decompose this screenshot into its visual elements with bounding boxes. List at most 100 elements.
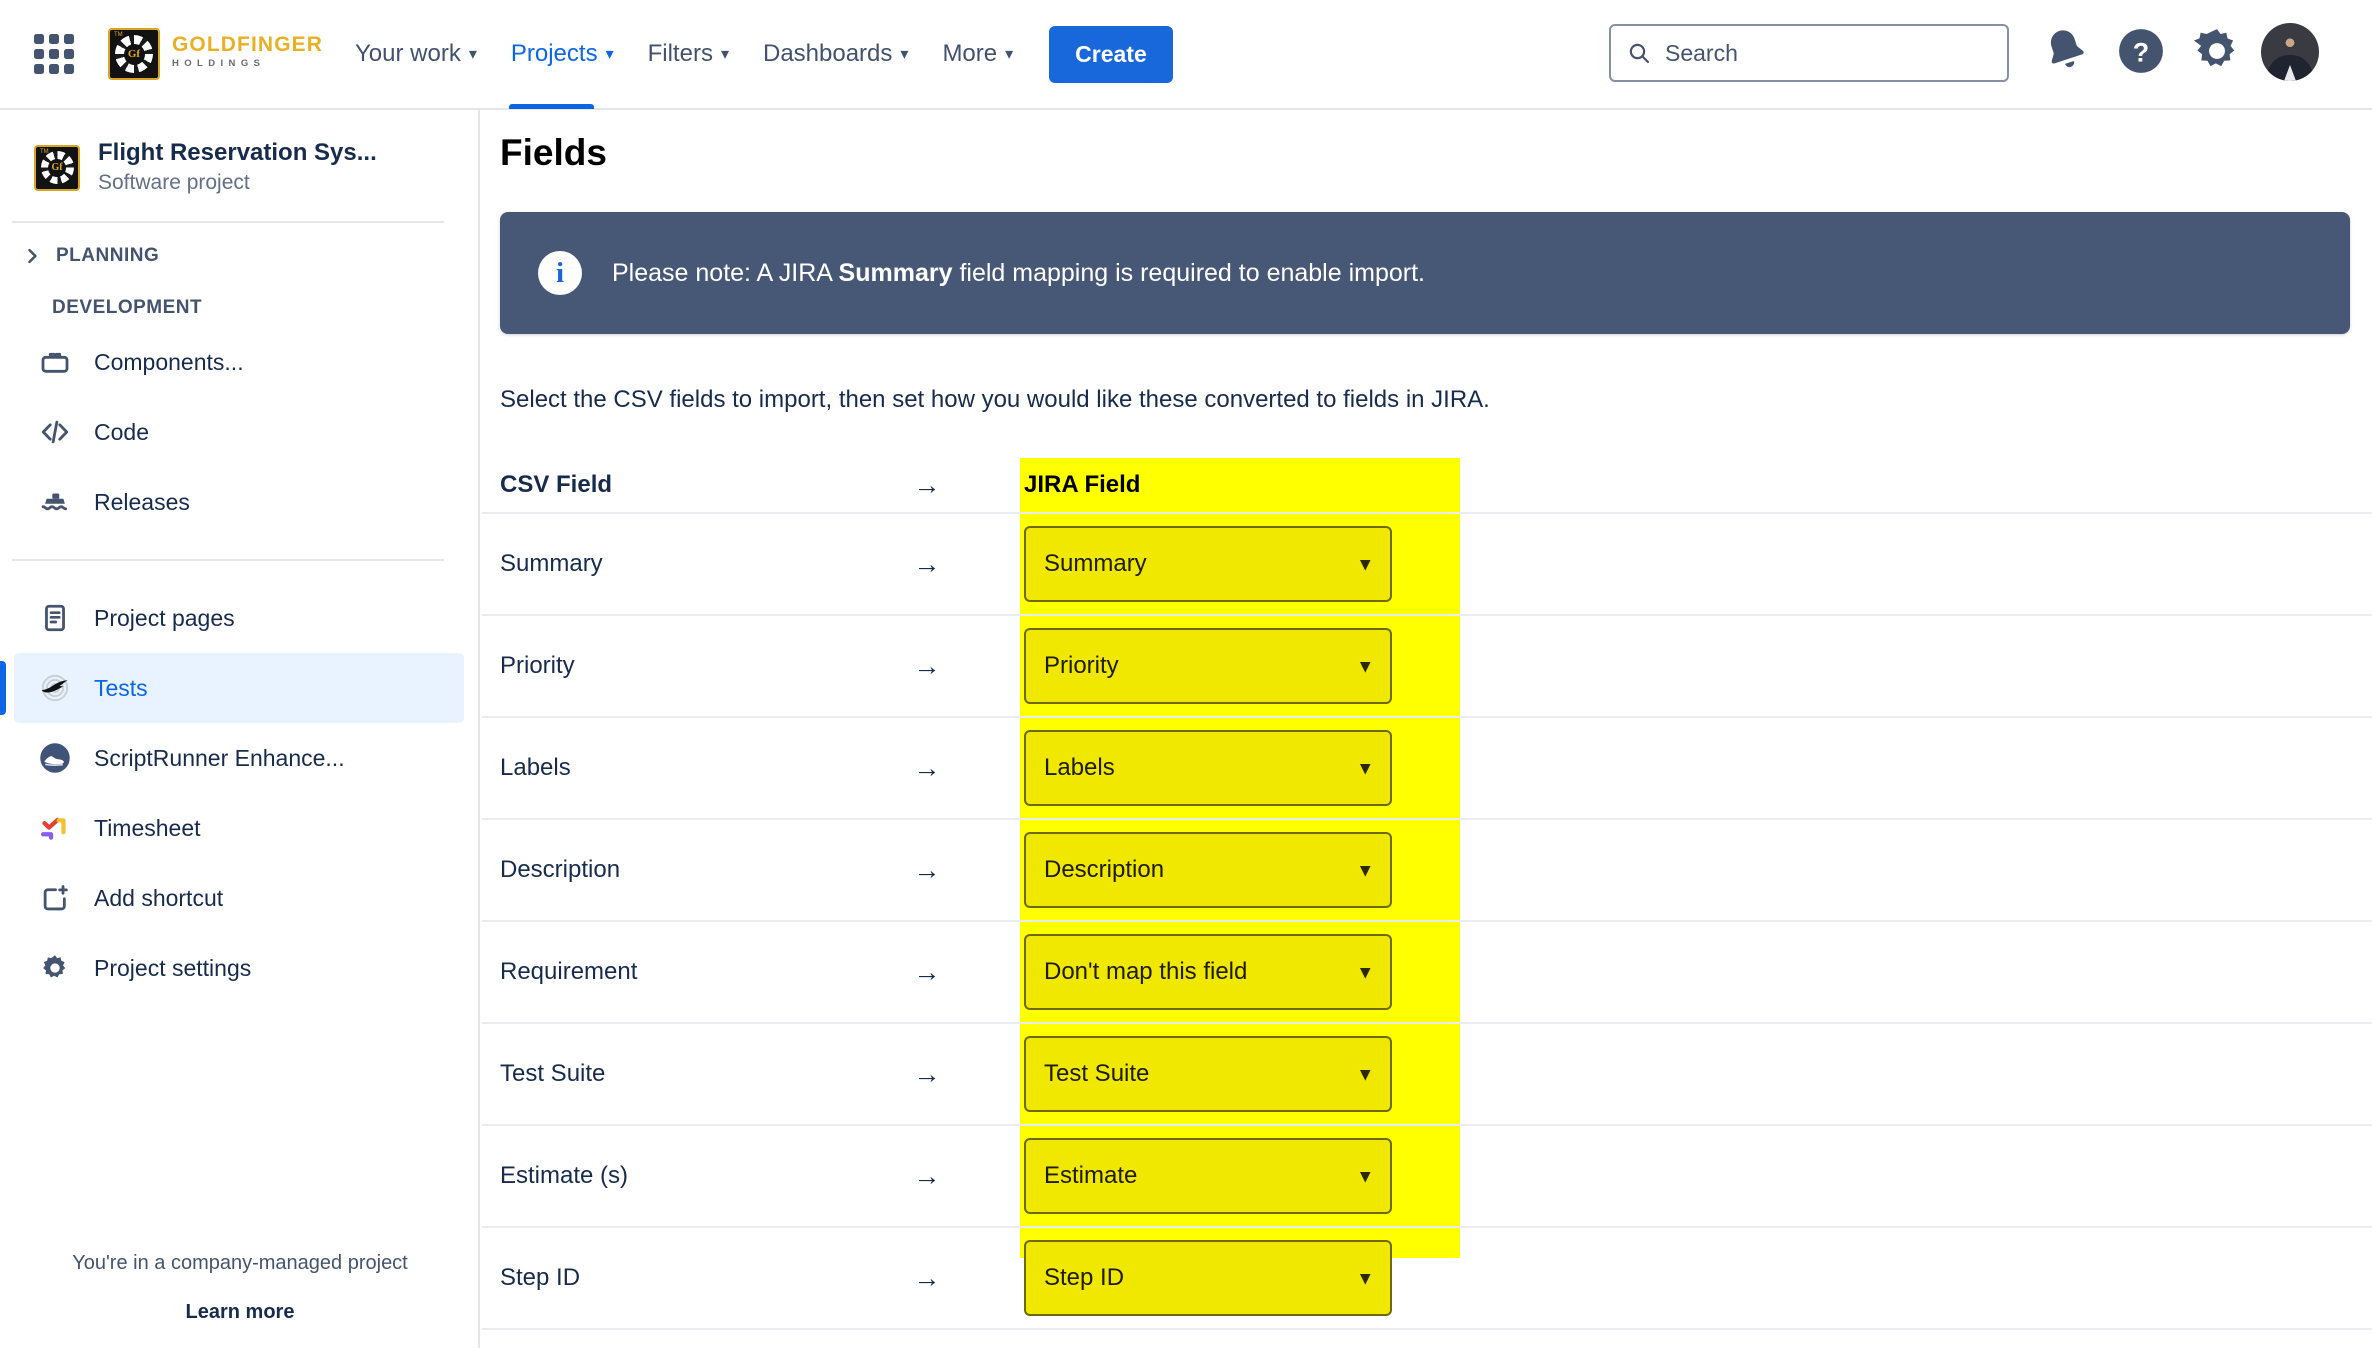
scriptrunner-shoe-icon [38, 741, 72, 775]
chevron-down-icon: ▾ [1360, 1267, 1370, 1289]
csv-field-name: Summary [500, 550, 603, 577]
sidebar-item-project-settings[interactable]: Project settings [14, 933, 464, 1003]
page-title: Fields [500, 132, 607, 173]
csv-field-name: Labels [500, 754, 571, 781]
chevron-down-icon: ▾ [1360, 1165, 1370, 1187]
jira-field-select-summary[interactable]: Summary ▾ [1024, 526, 1392, 602]
sidebar-item-label: Project pages [94, 604, 235, 631]
logo-monogram: Gf [48, 158, 66, 177]
sidebar-item-tests[interactable]: Tests [0, 653, 464, 724]
chevron-down-icon: ▾ [1005, 46, 1014, 63]
csv-field-name: Test Suite [500, 1060, 606, 1087]
project-header[interactable]: TM Gf Flight Reservation Sys... Software… [0, 110, 478, 197]
sidebar-item-code[interactable]: Code [14, 397, 464, 467]
nav-item-more[interactable]: More ▾ [940, 0, 1015, 109]
arrow-icon: → [913, 1262, 941, 1293]
info-banner: i Please note: A JIRA Summary field mapp… [500, 212, 2350, 334]
info-banner-text: Please note: A JIRA Summary field mappin… [612, 259, 1425, 288]
logo-monogram: Gf [123, 43, 145, 65]
add-shortcut-icon [38, 881, 72, 915]
apps-dot [49, 34, 59, 44]
sidebar-item-releases[interactable]: Releases [14, 467, 464, 537]
aperture-icon: Gf [40, 151, 74, 185]
jira-field-select-step-id[interactable]: Step ID ▾ [1024, 1240, 1392, 1316]
csv-field-name: Priority [500, 652, 575, 679]
arrow-icon: → [913, 1160, 941, 1191]
jira-field-select-test-suite[interactable]: Test Suite ▾ [1024, 1036, 1392, 1112]
create-button[interactable]: Create [1049, 25, 1173, 83]
sidebar-section-development: DEVELOPMENT [52, 297, 203, 319]
search-input[interactable]: Search [1609, 24, 2009, 82]
nav-item-your-work[interactable]: Your work ▾ [353, 0, 479, 109]
apps-dot [64, 49, 74, 59]
learn-more-link[interactable]: Learn more [185, 1301, 295, 1323]
jira-field-select-priority[interactable]: Priority ▾ [1024, 628, 1392, 704]
apps-dot [64, 34, 74, 44]
jira-field-select-requirement[interactable]: Don't map this field ▾ [1024, 934, 1392, 1010]
jira-field-select-estimate[interactable]: Estimate ▾ [1024, 1138, 1392, 1214]
jira-field-select-description[interactable]: Description ▾ [1024, 832, 1392, 908]
csv-field-name: Description [500, 856, 621, 883]
chevron-down-icon: ▾ [1360, 553, 1370, 575]
banner-suffix: field mapping is required to enable impo… [952, 258, 1425, 287]
trademark-label: TM [114, 32, 123, 38]
arrow-icon: → [913, 1058, 941, 1089]
select-value: Estimate [1044, 1162, 1138, 1189]
nav-item-filters[interactable]: Filters ▾ [646, 0, 731, 109]
header-jira-field: JIRA Field [1024, 471, 1141, 498]
banner-prefix: Please note: A JIRA [612, 258, 839, 287]
page-icon [38, 601, 72, 635]
apps-dot [49, 49, 59, 59]
nav-item-projects[interactable]: Projects ▾ [508, 0, 616, 109]
table-row: Priority → Priority ▾ [482, 616, 2372, 718]
sidebar-item-label: Add shortcut [94, 884, 224, 911]
toolbox-icon [38, 345, 72, 379]
nav-label: More [942, 40, 998, 67]
trademark-label: TM [40, 148, 49, 155]
select-value: Test Suite [1044, 1060, 1150, 1087]
arrow-icon: → [913, 650, 941, 681]
project-sidebar: TM Gf Flight Reservation Sys... Software… [0, 110, 480, 1348]
chevron-down-icon: ▾ [1360, 1063, 1370, 1085]
sidebar-item-project-pages[interactable]: Project pages [14, 583, 464, 653]
brand-name: GOLDFINGER [172, 33, 323, 57]
help-icon[interactable]: ? [2113, 23, 2169, 79]
banner-emphasis: Summary [838, 258, 953, 287]
bell-icon[interactable] [2037, 23, 2093, 79]
select-value: Step ID [1044, 1264, 1125, 1291]
sidebar-item-label: Timesheet [94, 814, 201, 841]
chevron-down-icon: ▾ [468, 46, 477, 63]
apps-dot [34, 34, 44, 44]
sidebar-item-components[interactable]: Components... [14, 327, 464, 397]
aperture-icon: Gf [115, 35, 153, 73]
apps-dot [64, 64, 74, 74]
main-content: Fields i Please note: A JIRA Summary fie… [482, 110, 2372, 1348]
sidebar-item-timesheet[interactable]: Timesheet [14, 793, 464, 863]
sidebar-section-planning[interactable]: PLANNING [0, 223, 478, 275]
brand-logo[interactable]: TM Gf GOLDFINGER HOLDINGS [108, 28, 323, 80]
sidebar-footer: You're in a company-managed project Lear… [0, 1252, 478, 1324]
arrow-icon: → [913, 854, 941, 885]
svg-text:?: ? [2133, 37, 2149, 67]
table-row: Summary → Summary ▾ [482, 514, 2372, 616]
nav-item-dashboards[interactable]: Dashboards ▾ [761, 0, 910, 109]
table-row: Estimate (s) → Estimate ▾ [482, 1126, 2372, 1228]
apps-dot [34, 64, 44, 74]
sidebar-item-add-shortcut[interactable]: Add shortcut [14, 863, 464, 933]
gear-icon[interactable] [2189, 23, 2245, 79]
apps-grid-icon[interactable] [34, 34, 74, 74]
table-row: Step ID → Step ID ▾ [482, 1228, 2372, 1330]
arrow-icon: → [913, 956, 941, 987]
top-navigation-bar: TM Gf GOLDFINGER HOLDINGS Your work ▾ Pr… [0, 0, 2372, 110]
brand-wordmark: GOLDFINGER HOLDINGS [172, 34, 323, 73]
chevron-down-icon: ▾ [720, 46, 729, 63]
select-value: Description [1044, 856, 1165, 883]
sidebar-divider [12, 221, 444, 224]
jira-field-select-labels[interactable]: Labels ▾ [1024, 730, 1392, 806]
avatar[interactable] [2261, 23, 2319, 81]
sidebar-item-label: Tests [94, 674, 148, 701]
tempo-timesheet-icon [38, 811, 72, 845]
project-avatar-icon: TM Gf [34, 144, 80, 191]
sidebar-item-scriptrunner[interactable]: ScriptRunner Enhance... [14, 723, 464, 793]
sidebar-item-label: Components... [94, 348, 244, 375]
